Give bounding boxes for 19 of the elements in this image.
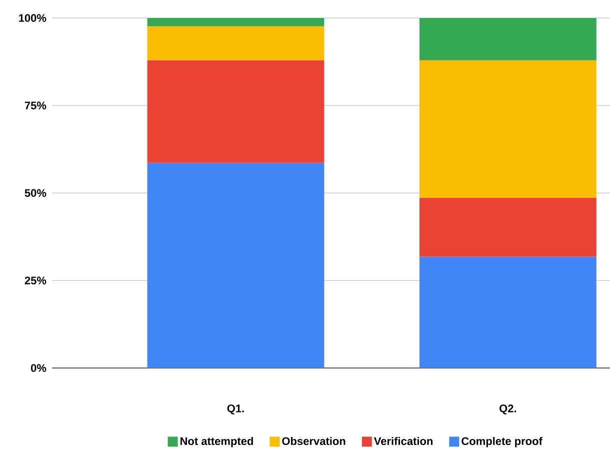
bar xyxy=(147,26,324,60)
bar xyxy=(147,18,324,26)
y-tick-label: 50% xyxy=(24,189,46,197)
legend-label: Not attempted xyxy=(180,436,253,448)
y-tick-label: 0% xyxy=(31,364,46,372)
x-tick-label: Q1. xyxy=(227,404,244,414)
bar xyxy=(147,162,324,368)
x-tick-label: Q2. xyxy=(500,404,516,414)
bar xyxy=(147,60,324,163)
bar xyxy=(419,18,596,60)
legend-label: Verification xyxy=(374,436,433,446)
y-tick-label: 25% xyxy=(24,276,46,284)
bar xyxy=(419,198,596,257)
bar xyxy=(419,60,596,198)
bar xyxy=(419,256,596,368)
y-tick-label: 75% xyxy=(24,102,46,110)
y-tick-label: 100% xyxy=(19,14,46,22)
legend-label: Complete proof xyxy=(462,436,542,448)
legend-label: Observation xyxy=(282,436,346,446)
